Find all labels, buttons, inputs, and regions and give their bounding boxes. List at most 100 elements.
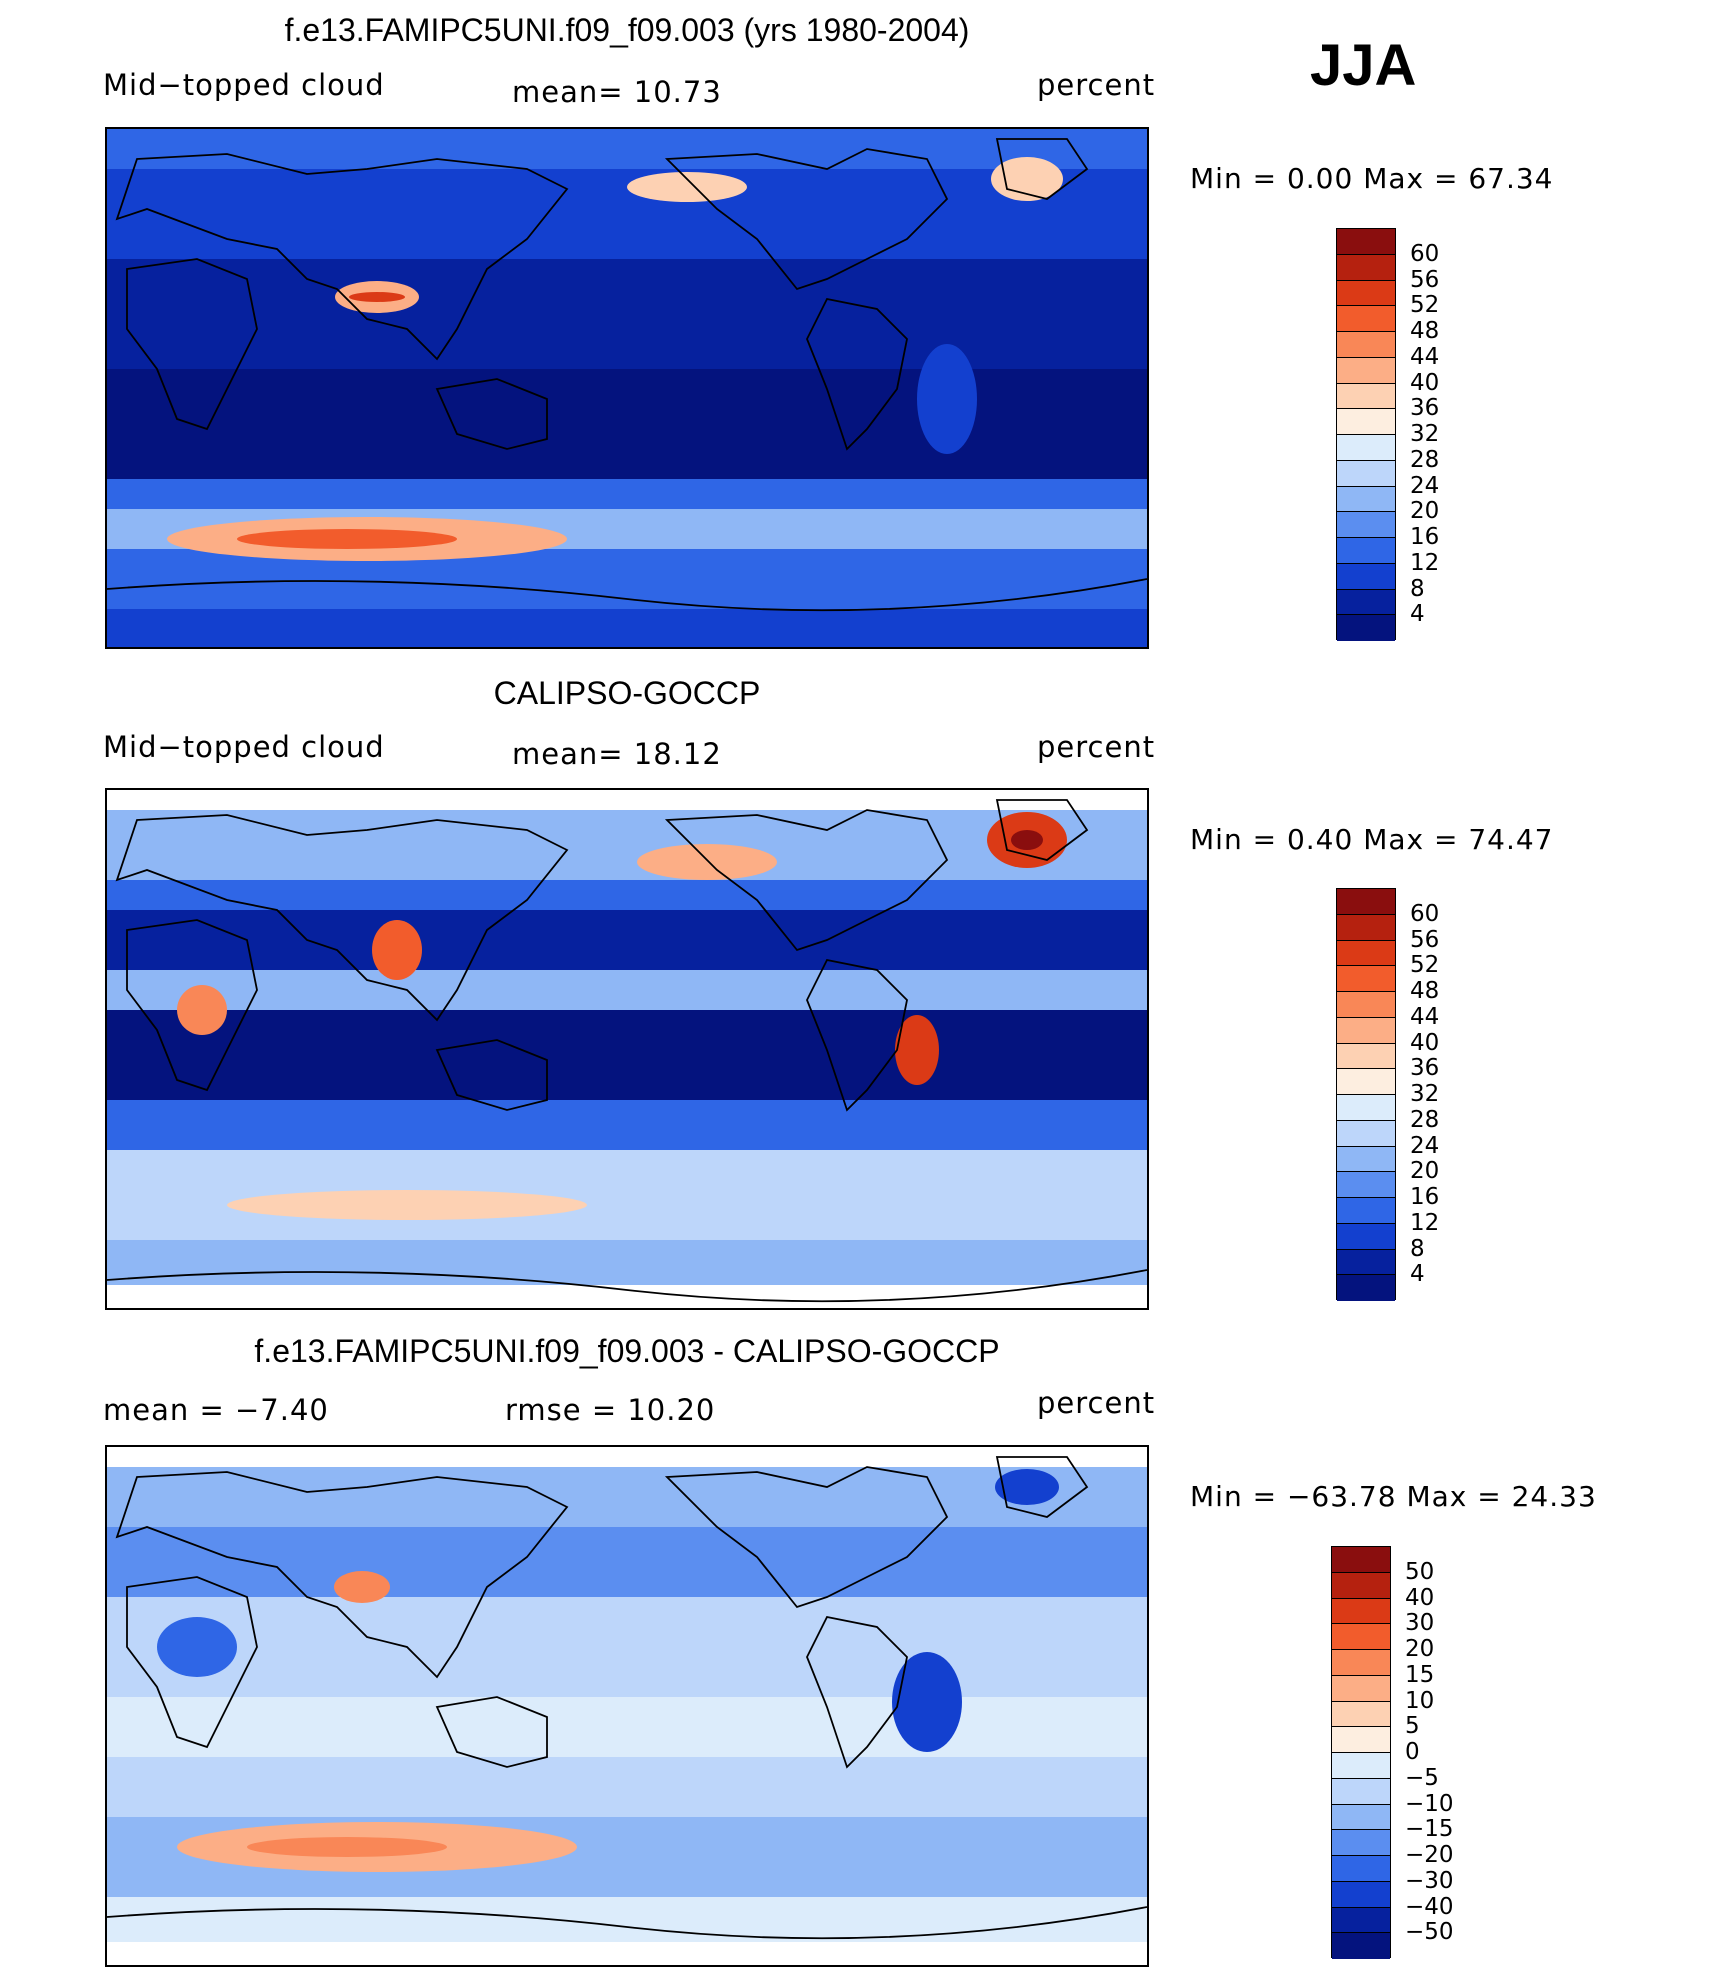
greenland-bias [995,1469,1059,1505]
colorbar-tick-label: 28 [1410,1106,1440,1133]
panel1-variable-label: Mid−topped cloud [103,68,385,102]
colorbar-tick-label: 40 [1405,1584,1435,1611]
colorbar-tick-label: 32 [1410,1081,1440,1107]
panel1-units-label: percent [1037,68,1156,102]
colorbar-tick-label: 48 [1410,318,1440,344]
north-subtropic-band [107,910,1147,970]
panel2-minmax: Min = 0.40 Max = 74.47 [1190,823,1554,856]
panel3-minmax: Min = −63.78 Max = 24.33 [1190,1480,1597,1513]
antarctic-band [107,1240,1147,1285]
antarctic-band [107,1897,1147,1942]
subtropic-band [107,1597,1147,1697]
colorbar-tick-label: −15 [1405,1816,1454,1843]
colorbar-tick-label: 50 [1405,1558,1435,1585]
panel1-map-svg [107,129,1147,647]
colorbar-tick-label: 15 [1405,1661,1435,1688]
colorbar-swatch [1337,435,1395,461]
colorbar-tick-label: 4 [1410,601,1425,628]
south-subtropic-band [107,1010,1147,1100]
colorbar-swatch [1332,1675,1390,1702]
colorbar-tick-label: 8 [1410,1235,1425,1262]
panel3-title: f.e13.FAMIPC5UNI.f09_f09.003 - CALIPSO-G… [254,1333,1000,1369]
africa-feature [177,985,227,1035]
colorbar-swatch [1332,1907,1390,1934]
colorbar-swatch [1337,254,1395,281]
colorbar-tick-label: 16 [1410,1184,1440,1210]
alaska-feature [637,844,777,880]
south-midlat-band [107,1100,1147,1150]
southern-ocean-core [237,529,457,549]
coastlines [107,1456,1147,1940]
colorbar-swatch [1337,1017,1395,1044]
colorbar-tick-label: 32 [1410,421,1440,447]
panel1-minmax: Min = 0.00 Max = 67.34 [1190,162,1554,195]
colorbar-swatch [1337,563,1395,590]
panel2-colorbar [1336,888,1396,1301]
panel2-units-label: percent [1037,730,1156,764]
colorbar-swatch [1332,1547,1390,1573]
arctic-band [107,810,1147,880]
colorbar-swatch [1337,1069,1395,1095]
panel2-variable-label: Mid−topped cloud [103,730,385,764]
colorbar-tick-label: 5 [1405,1713,1420,1740]
colorbar-swatch [1337,460,1395,487]
panel3-mean-label: mean = −7.40 [103,1393,329,1427]
colorbar-swatch [1337,1120,1395,1147]
colorbar-swatch [1332,1701,1390,1728]
panel2-mean-label: mean= 18.12 [512,737,722,771]
colorbar-swatch [1332,1881,1390,1908]
colorbar-tick-label: 8 [1410,575,1425,602]
greenland-core [1011,830,1043,850]
colorbar-swatch [1337,966,1395,992]
colorbar-swatch [1337,589,1395,616]
colorbar-tick-label: 40 [1410,1029,1440,1056]
panel3-units-label: percent [1037,1386,1156,1420]
colorbar-tick-label: 0 [1405,1739,1420,1765]
colorbar-tick-label: −20 [1405,1842,1454,1868]
panel3-colorbar [1331,1546,1391,1959]
colorbar-swatch [1337,1249,1395,1276]
antarctic-band [107,609,1147,647]
asia-monsoon-feature [372,920,422,980]
colorbar-swatch [1337,538,1395,564]
colorbar-swatch [1332,1933,1390,1959]
colorbar-swatch [1337,383,1395,410]
colorbar-tick-label: −40 [1405,1893,1454,1920]
southern-ocean-feature [227,1190,587,1220]
panel2-map-svg [107,790,1147,1308]
colorbar-tick-label: 28 [1410,446,1440,473]
colorbar-tick-label: 52 [1410,292,1440,319]
colorbar-swatch [1332,1856,1390,1882]
colorbar-swatch [1337,1043,1395,1070]
colorbar-swatch [1337,1275,1395,1301]
colorbar-tick-label: 40 [1410,369,1440,396]
panel3-map [105,1445,1149,1967]
colorbar-tick-label: 20 [1410,498,1440,525]
southern-ocean-bias-core [247,1837,447,1857]
colorbar-tick-label: 16 [1410,524,1440,550]
colorbar-swatch [1337,280,1395,307]
panel1-title: f.e13.FAMIPC5UNI.f09_f09.003 (yrs 1980-2… [284,12,970,48]
panel3-rmse-label: rmse = 10.20 [505,1393,716,1427]
panel1-colorbar-labels: 60 56 52 48 44 40 36 32 28 24 20 16 12 8 4 [1410,228,1490,640]
north-midlat-band [107,169,1147,259]
colorbar-swatch [1332,1804,1390,1831]
africa-bias [157,1617,237,1677]
tibet-plateau-core [349,292,405,302]
colorbar-swatch [1337,889,1395,915]
colorbar-swatch [1332,1650,1390,1676]
colorbar-tick-label: 44 [1410,343,1440,370]
southern-ocean-band [107,1150,1147,1240]
colorbar-swatch [1337,512,1395,538]
itcz-band [107,970,1147,1010]
colorbar-swatch [1337,615,1395,641]
tropic-band [107,369,1147,479]
panel3-map-svg [107,1447,1147,1965]
colorbar-tick-label: 12 [1410,549,1440,576]
colorbar-swatch [1332,1830,1390,1856]
colorbar-swatch [1337,1146,1395,1173]
colorbar-swatch [1332,1624,1390,1650]
colorbar-tick-label: 56 [1410,926,1440,953]
panel1-colorbar [1336,228,1396,641]
panel2-colorbar-labels: 60 56 52 48 44 40 36 32 28 24 20 16 12 8 4 [1410,888,1490,1300]
